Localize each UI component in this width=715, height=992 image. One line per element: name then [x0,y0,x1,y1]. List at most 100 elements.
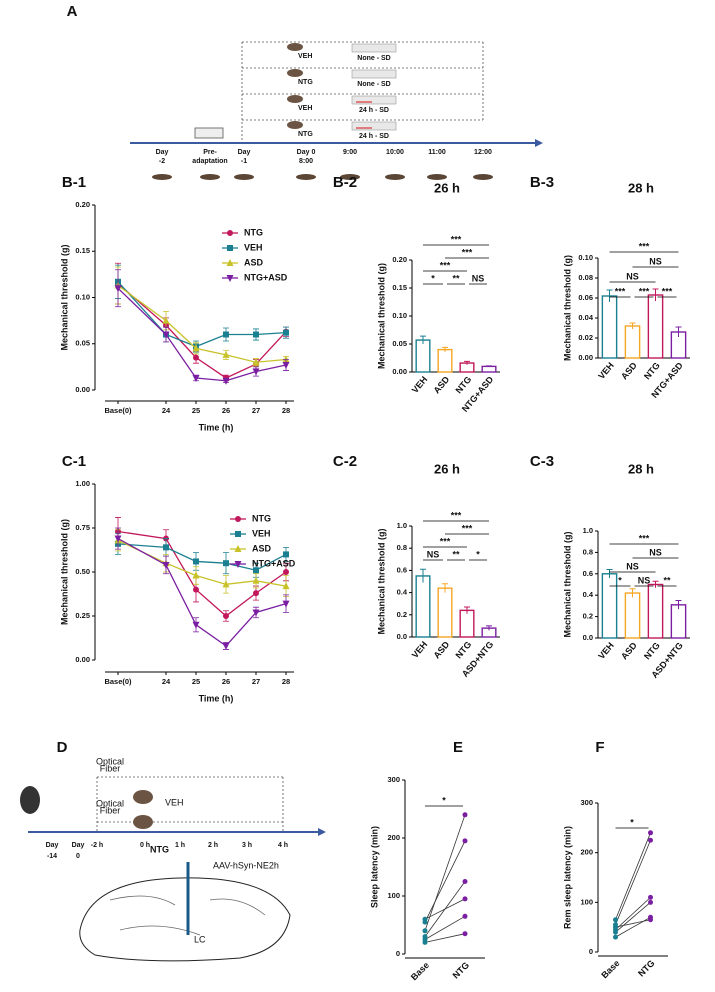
legend-label: VEH [244,242,263,252]
timeline-label: 11:00 [428,149,446,156]
y-axis-label: Rem sleep latency (min) [562,826,572,929]
point [462,931,468,937]
device-icon [351,69,397,79]
time-label: 0 h [140,842,150,849]
significance-label: *** [639,286,650,296]
y-tick-label: 200 [580,848,593,857]
virus-label: AAV-hSyn-NE2h [213,860,279,870]
y-tick-label: 0.20 [392,255,407,264]
y-tick-label: 0.6 [397,565,407,574]
error-bar [442,346,448,352]
timeline-label: -1 [241,158,247,165]
y-tick-label: 0.10 [578,253,593,262]
marker [253,567,259,574]
x-tick-label: NTG [453,639,473,660]
x-tick-label: 26 [222,406,230,415]
mouse-icon [287,43,303,51]
significance-label: NS [472,273,485,283]
point [422,928,428,934]
x-tick-label: Base(0) [104,406,132,415]
x-tick-label: NTG [636,958,657,979]
protocol-label: None - SD [357,55,390,62]
x-tick-label: NTG [642,640,662,661]
significance-label: *** [462,247,473,257]
fiber-label: Fiber [100,805,121,815]
point [422,939,428,945]
bar [481,365,497,373]
marker [223,331,229,338]
time-label: 3 h [242,842,252,849]
y-tick-label: 0.25 [75,611,90,620]
y-axis-label: Mechanical threshold (g) [376,263,386,369]
bar [415,339,431,373]
time-label: -2 h [91,842,103,849]
point [462,913,468,919]
y-tick-label: 0.2 [397,610,407,619]
marker [192,621,200,629]
time-label: 1 h [175,842,185,849]
device-icon [351,43,397,53]
protocol-label: 24 h - SD [359,107,389,114]
timeline-label: Day [156,149,169,156]
marker [283,569,289,575]
timeline-label: 12:00 [474,149,492,156]
series-line [117,287,287,382]
panel-label: A [67,3,78,20]
error-bar [606,569,613,579]
bar [437,348,453,373]
significance-label: *** [615,286,626,296]
marker [192,374,200,382]
bar [601,573,618,639]
mouse-icon [152,174,172,180]
marker [234,561,242,568]
marker [283,329,289,336]
x-tick-label: NTG [453,374,473,395]
diagram-d-art [20,776,326,962]
group-label: NTG [150,844,169,854]
error-bar [442,583,448,593]
marker [163,544,169,551]
pair-line [615,902,651,933]
bar [647,583,664,639]
pair-line [615,916,651,938]
day-label: Day [72,842,85,849]
day-label: Day [46,842,59,849]
error-bar [675,326,682,337]
significance-label: NS [626,561,639,571]
y-tick-label: 0.05 [75,339,90,348]
timeline-label: 10:00 [386,149,404,156]
y-tick-label: 0.6 [583,569,593,578]
error-bar [464,360,470,365]
marker [162,331,170,339]
pair-line [424,814,466,931]
group-label: NTG [298,131,313,138]
marker [282,582,290,590]
x-tick-label: 25 [192,677,200,686]
point [648,830,653,836]
mouse-icon [340,174,360,180]
point [422,916,428,922]
y-tick-label: 0.75 [75,523,90,532]
protocol-label: None - SD [357,81,390,88]
y-tick-label: 300 [387,775,400,784]
significance-label: *** [662,286,673,296]
error-bar [652,580,659,588]
chart-title: 28 h [628,180,654,195]
panel-label: C-3 [530,453,554,470]
fiber-label: Fiber [100,763,121,773]
day-label: 0 [76,853,80,860]
chart-title: 28 h [628,461,654,476]
x-tick-label: NTG [451,960,472,981]
y-tick-label: 0.8 [397,543,407,552]
y-axis-label: Mechanical threshold (g) [562,255,572,361]
significance-label: * [618,575,622,585]
x-tick-label: 28 [282,677,290,686]
marker [222,580,230,588]
timeline-label: adaptation [192,158,227,165]
x-axis-label: Time (h) [199,693,234,703]
y-tick-label: 0.00 [392,367,407,376]
y-tick-label: 0.10 [75,292,90,301]
point [462,896,468,902]
panel-label: C-1 [62,453,86,470]
